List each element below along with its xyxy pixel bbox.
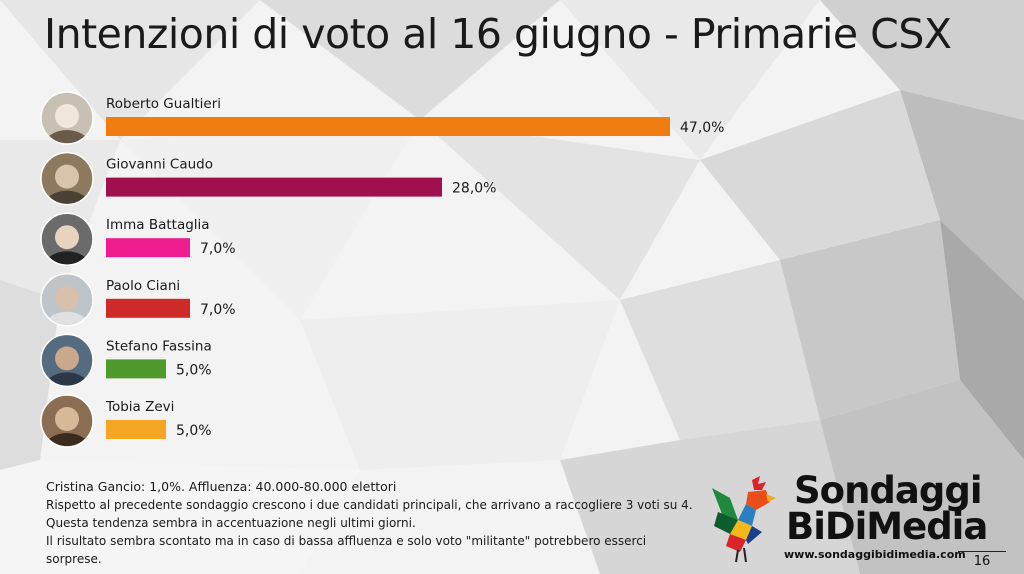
avatar-shoulders: [43, 433, 91, 446]
candidate-avatar: [40, 151, 94, 206]
logo-text-bidimedia: BiDiMedia: [786, 505, 988, 548]
avatar-face: [55, 104, 79, 128]
page-title: Intenzioni di voto al 16 giugno - Primar…: [44, 10, 952, 58]
avatar-shoulders: [43, 251, 91, 265]
candidate-name: Stefano Fassina: [106, 338, 212, 354]
candidate-avatar: [40, 91, 94, 145]
avatar-face: [55, 346, 79, 371]
avatar-figure: [43, 285, 91, 325]
avatar-face: [55, 285, 79, 310]
notes-line-2: Rispetto al precedente sondaggio crescon…: [46, 498, 693, 512]
candidate-avatar: [40, 333, 94, 388]
candidate-name: Imma Battaglia: [106, 217, 210, 233]
avatar-figure: [43, 104, 91, 144]
data-label: 5,0%: [176, 423, 212, 439]
data-label: 7,0%: [200, 302, 236, 318]
bar: [106, 359, 166, 379]
notes-line-4: Il risultato sembra scontato ma in caso …: [46, 534, 647, 548]
page-number-rule: [958, 551, 1006, 552]
avatar-figure: [43, 164, 91, 204]
data-label: 7,0%: [200, 241, 236, 257]
candidate-avatar: [40, 212, 94, 266]
avatar-shoulders: [43, 190, 91, 204]
candidate-name: Tobia Zevi: [105, 399, 174, 415]
page-number: 16: [973, 554, 991, 569]
avatar-figure: [43, 407, 91, 446]
avatar-border: [40, 91, 94, 145]
avatar-figure: [43, 346, 91, 386]
candidate-name: Roberto Gualtieri: [106, 96, 221, 112]
avatar-face: [55, 164, 79, 189]
notes: Cristina Gancio: 1,0%. Affluenza: 40.000…: [46, 478, 726, 568]
data-label: 5,0%: [176, 362, 212, 378]
avatar-face: [55, 225, 79, 250]
bar: [106, 117, 670, 136]
candidate-avatar: [40, 273, 94, 327]
avatar-figure: [43, 225, 91, 265]
candidate-avatar: [40, 394, 94, 448]
bar: [106, 238, 190, 258]
avatar-shoulders: [43, 130, 91, 144]
avatar-shoulders: [43, 372, 91, 386]
avatar-shoulders: [43, 311, 91, 325]
avatar-border: [40, 212, 94, 266]
avatar-border: [40, 273, 94, 327]
rooster-icon: [712, 476, 776, 563]
avatar-border: [40, 151, 94, 206]
bar: [106, 298, 190, 318]
data-label: 28,0%: [452, 181, 496, 197]
avatar-border: [40, 333, 94, 388]
data-label: 47,0%: [680, 120, 724, 136]
candidate-name: Paolo Ciani: [106, 278, 180, 294]
sondaggi-bidimedia-logo: Sondaggi BiDiMedia www.sondaggibidimedia…: [708, 470, 1018, 570]
notes-line-5: sorprese.: [46, 552, 102, 566]
logo-url: www.sondaggibidimedia.com: [784, 548, 966, 561]
avatar-border: [40, 394, 94, 448]
bar: [106, 177, 442, 197]
bar: [106, 420, 166, 439]
avatar-face: [55, 407, 79, 431]
notes-line-3: Questa tendenza sembra in accentuazione …: [46, 516, 416, 530]
candidate-name: Giovanni Caudo: [106, 157, 213, 173]
logo-text-sondaggi: Sondaggi: [794, 469, 983, 512]
notes-line-1: Cristina Gancio: 1,0%. Affluenza: 40.000…: [46, 479, 397, 494]
